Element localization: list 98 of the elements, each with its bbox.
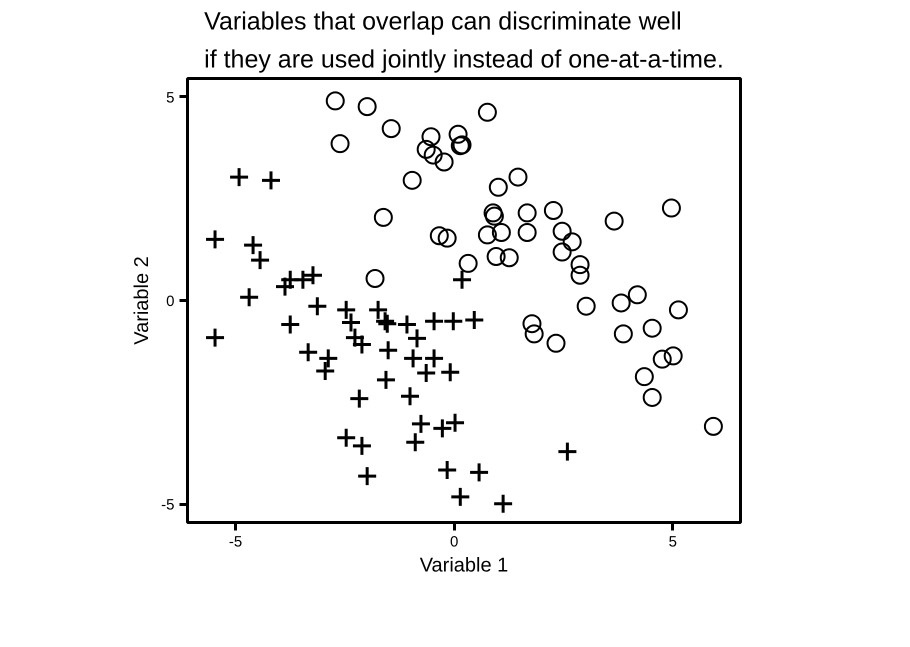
point: [396, 314, 418, 336]
point: [358, 97, 377, 116]
point: [468, 462, 490, 483]
point: [404, 432, 426, 453]
point: [421, 127, 440, 146]
point: [522, 314, 542, 334]
point: [492, 222, 511, 242]
point: [434, 152, 454, 172]
point: [374, 208, 393, 227]
point: [318, 348, 339, 369]
point: [492, 493, 514, 514]
point: [238, 286, 260, 308]
y-tick-label: 0: [166, 293, 174, 310]
point: [500, 248, 519, 268]
y-axis-title: Variable 2: [131, 256, 154, 345]
point: [402, 348, 424, 369]
point: [368, 299, 389, 320]
point: [406, 328, 428, 349]
point: [704, 416, 723, 436]
point: [508, 168, 528, 187]
point: [544, 200, 563, 220]
point: [570, 255, 590, 274]
point: [478, 102, 497, 122]
point: [344, 327, 366, 348]
point: [351, 334, 372, 355]
point: [298, 342, 319, 363]
point: [570, 266, 590, 285]
x-tick-label: 0: [450, 534, 458, 550]
point: [430, 226, 449, 246]
point: [452, 269, 473, 290]
point: [478, 225, 497, 244]
point: [330, 134, 350, 154]
point: [366, 269, 385, 288]
point: [348, 388, 370, 410]
point: [416, 362, 437, 384]
point: [552, 242, 572, 262]
point: [642, 318, 662, 338]
point: [402, 170, 422, 190]
point: [552, 222, 572, 241]
point: [642, 388, 662, 407]
point: [204, 228, 226, 250]
point: [576, 296, 596, 316]
y-tick-label: -5: [161, 496, 175, 514]
point: [314, 360, 336, 382]
chart-title: Variables that overlap can discriminate well if they are used jointly instead of one-at-a-time.: [204, 8, 724, 74]
point: [416, 140, 436, 159]
point: [400, 386, 421, 407]
point: [612, 293, 631, 312]
point: [340, 312, 362, 333]
point: [250, 250, 271, 271]
point: [484, 206, 504, 226]
point: [326, 91, 345, 110]
point: [668, 300, 688, 320]
point: [438, 228, 457, 248]
point: [336, 427, 357, 448]
point: [306, 296, 328, 317]
point: [486, 247, 506, 266]
point: [336, 299, 357, 320]
point: [424, 146, 443, 165]
point: [356, 466, 378, 487]
point: [628, 285, 647, 304]
point: [442, 310, 464, 332]
point: [524, 324, 544, 344]
x-tick-label: -5: [228, 534, 242, 550]
point: [424, 348, 445, 369]
point: [562, 232, 582, 252]
point: [614, 324, 633, 344]
point: [518, 203, 537, 222]
point: [488, 178, 508, 197]
point: [204, 327, 226, 348]
point: [464, 310, 485, 331]
point: [484, 203, 503, 222]
point: [436, 459, 458, 480]
point: [378, 340, 399, 361]
point: [242, 234, 264, 256]
point: [556, 441, 578, 462]
point: [382, 119, 401, 138]
point: [280, 314, 301, 336]
x-tick-label: 5: [668, 534, 677, 550]
y-tick-label: 5: [166, 89, 174, 106]
x-axis-title: Variable 1: [420, 554, 508, 576]
point: [424, 310, 445, 332]
point: [652, 350, 672, 369]
point: [664, 346, 683, 366]
point: [440, 362, 461, 383]
point: [410, 413, 432, 434]
point: [604, 212, 624, 231]
point: [634, 367, 654, 386]
point: [458, 254, 478, 273]
point: [375, 369, 396, 390]
point: [662, 198, 681, 218]
point: [351, 435, 372, 456]
point: [448, 124, 468, 144]
point: [518, 222, 537, 242]
point: [450, 486, 471, 508]
point: [546, 334, 566, 353]
point: [228, 166, 250, 188]
point: [260, 170, 282, 191]
